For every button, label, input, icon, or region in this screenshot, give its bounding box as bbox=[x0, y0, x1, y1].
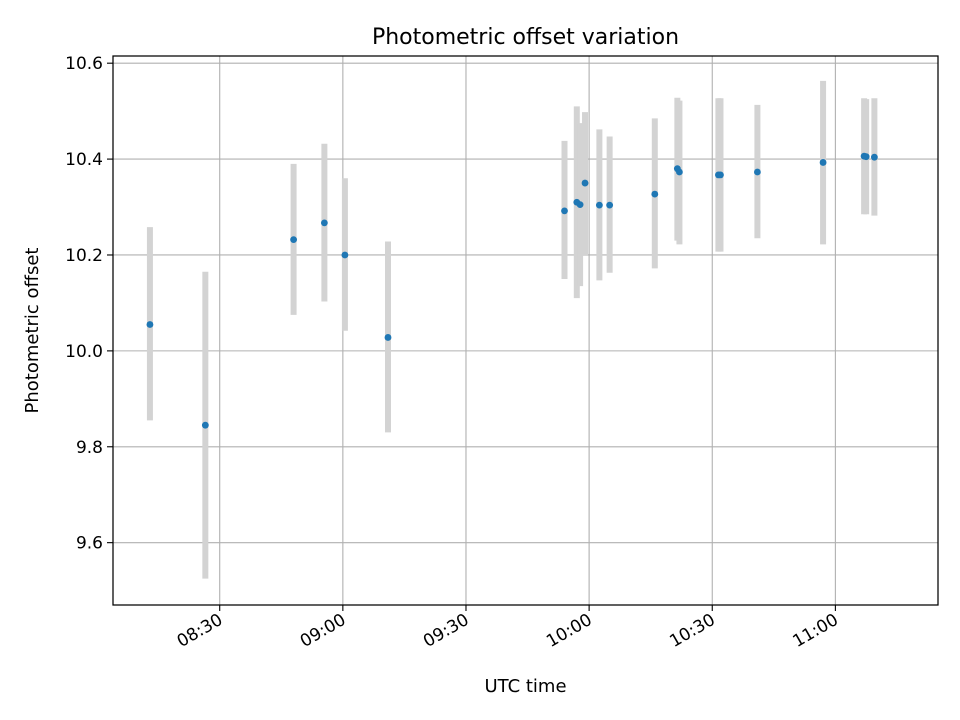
data-point bbox=[717, 171, 724, 179]
data-point bbox=[576, 201, 584, 209]
chart-title: Photometric offset variation bbox=[372, 25, 679, 50]
y-tick-label: 9.6 bbox=[76, 534, 103, 554]
data-point bbox=[754, 168, 761, 176]
data-point bbox=[320, 219, 328, 227]
x-axis-ticks: 08:30 09:00 09:30 10:00 10:30 11:00 bbox=[174, 605, 842, 652]
x-tick-label: 09:00 bbox=[297, 610, 349, 652]
data-point bbox=[606, 201, 614, 209]
plot-frame bbox=[112, 55, 939, 606]
data-points bbox=[146, 152, 878, 429]
y-tick-label: 10.6 bbox=[65, 54, 103, 74]
x-tick-label: 10:30 bbox=[666, 610, 718, 652]
data-point bbox=[595, 201, 603, 209]
x-tick-label: 09:30 bbox=[420, 610, 472, 652]
data-point bbox=[561, 207, 568, 215]
y-axis-label: Photometric offset bbox=[22, 248, 43, 414]
data-point bbox=[146, 321, 154, 328]
data-point bbox=[819, 159, 827, 166]
y-tick-label: 10.0 bbox=[65, 342, 103, 362]
data-point bbox=[862, 153, 870, 161]
data-point bbox=[676, 168, 683, 176]
data-point bbox=[581, 179, 589, 187]
grid-lines bbox=[113, 56, 938, 605]
data-point bbox=[290, 236, 297, 244]
data-point bbox=[384, 334, 392, 341]
x-tick-label: 10:00 bbox=[543, 610, 595, 652]
x-tick-label: 11:00 bbox=[789, 610, 841, 652]
y-tick-label: 9.8 bbox=[76, 438, 103, 458]
data-point bbox=[341, 251, 349, 259]
data-point bbox=[651, 190, 659, 198]
y-tick-label: 10.2 bbox=[65, 246, 103, 266]
data-point bbox=[870, 153, 878, 161]
data-point bbox=[201, 421, 209, 429]
x-tick-label: 08:30 bbox=[174, 610, 226, 652]
x-axis-label: UTC time bbox=[484, 676, 566, 697]
y-axis-ticks: 9.6 9.8 10.0 10.2 10.4 10.6 bbox=[65, 54, 113, 554]
error-bars bbox=[146, 80, 878, 579]
y-tick-label: 10.4 bbox=[65, 150, 103, 170]
